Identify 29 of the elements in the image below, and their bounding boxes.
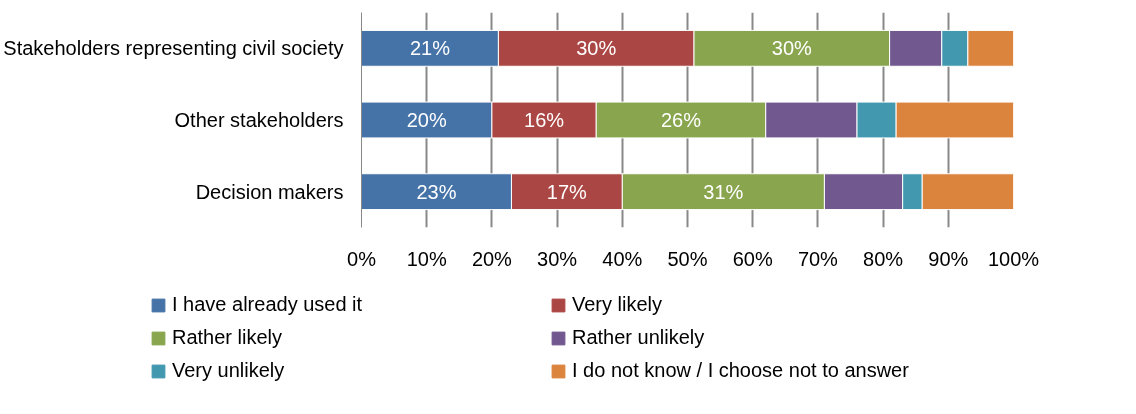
x-tick-label: 60% (732, 247, 773, 270)
y-tick-label: Other stakeholders (174, 109, 344, 131)
legend-label: Very likely (572, 293, 664, 316)
data-label: 26% (660, 109, 702, 131)
x-tick-label: 10% (406, 247, 447, 270)
legend-label: I do not know / I choose not to answer (572, 359, 910, 382)
data-label: 30% (576, 37, 617, 60)
y-tick-label: Stakeholders representing civil society (3, 37, 344, 60)
x-tick-label: 30% (537, 247, 578, 270)
data-label: 21% (409, 37, 451, 60)
x-tick-label: 90% (928, 247, 969, 270)
legend-label: I have already used it (172, 293, 364, 316)
x-tick-label: 70% (797, 247, 839, 270)
legend-label: Very unlikely (172, 359, 286, 382)
data-label: 23% (416, 180, 457, 203)
data-label: 31% (703, 180, 744, 203)
x-tick-label: 0% (347, 247, 377, 270)
y-tick-label: Decision makers (195, 180, 344, 203)
legend-label: Rather likely (172, 326, 284, 349)
x-tick-label: 40% (602, 247, 643, 270)
x-tick-label: 100% (987, 247, 1040, 270)
data-label: 17% (546, 180, 588, 203)
data-label: 16% (524, 109, 565, 131)
x-tick-label: 80% (863, 247, 904, 270)
x-tick-label: 50% (667, 247, 708, 270)
data-label: 30% (771, 37, 813, 60)
x-tick-label: 20% (471, 247, 513, 270)
legend-label: Rather unlikely (572, 326, 706, 349)
data-label: 20% (406, 109, 447, 131)
